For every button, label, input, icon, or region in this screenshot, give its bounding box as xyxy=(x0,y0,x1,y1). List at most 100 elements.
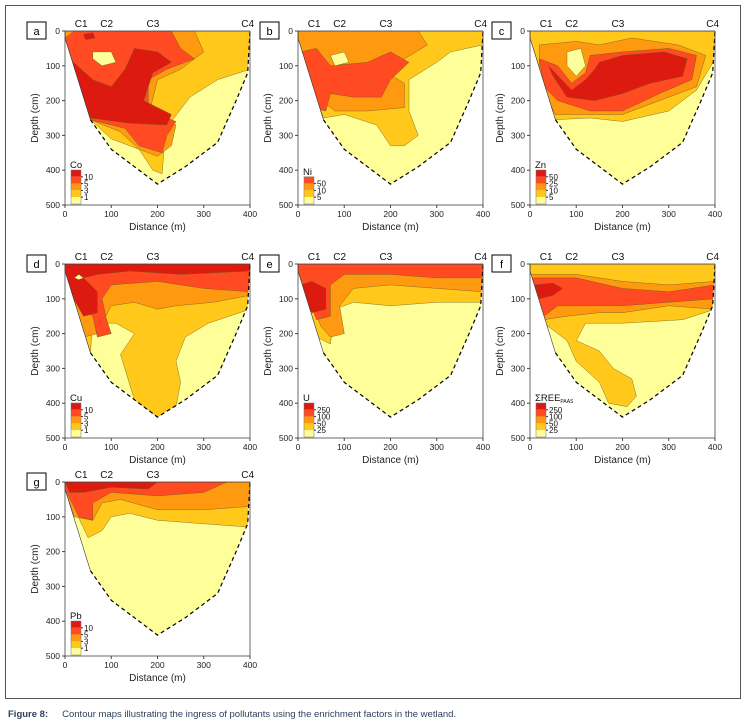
x-tick-label: 400 xyxy=(243,442,257,452)
legend-title-main: Ni xyxy=(303,167,312,178)
legend-level-label: 250 xyxy=(549,406,563,415)
x-axis-label: Distance (m) xyxy=(129,455,186,466)
legend-level-label: 10 xyxy=(84,173,93,182)
x-tick-label: 400 xyxy=(708,442,722,452)
legend-title: Co xyxy=(70,160,82,171)
x-tick-label: 100 xyxy=(337,442,351,452)
panel-label: d xyxy=(33,259,39,271)
legend-title: Zn xyxy=(535,160,546,171)
contour-region xyxy=(566,48,586,77)
legend-swatch xyxy=(304,416,314,424)
y-tick-label: 100 xyxy=(279,61,293,71)
x-tick-label: 200 xyxy=(383,442,397,452)
station-label-C2: C2 xyxy=(333,19,346,30)
legend-swatch xyxy=(536,176,546,184)
y-tick-label: 300 xyxy=(46,581,60,591)
contour-region xyxy=(330,51,350,67)
x-tick-label: 200 xyxy=(150,660,164,670)
legend-swatch xyxy=(71,641,81,649)
station-label-C1: C1 xyxy=(308,19,321,30)
y-axis-label: Depth (cm) xyxy=(495,326,506,375)
y-tick-label: 0 xyxy=(55,26,60,36)
legend-level-label: 3 xyxy=(84,186,89,195)
legend-swatch xyxy=(536,430,546,437)
y-axis-label: Depth (cm) xyxy=(30,544,41,593)
station-label-C1: C1 xyxy=(308,252,321,263)
legend-title: ΣREEPAAS xyxy=(535,393,574,405)
contour-region xyxy=(548,51,688,101)
legend-swatch xyxy=(304,183,314,191)
x-tick-label: 0 xyxy=(63,209,68,219)
x-axis-label: Distance (m) xyxy=(362,455,419,466)
station-label-C1: C1 xyxy=(75,470,88,481)
legend-swatch xyxy=(536,197,546,204)
panel-label: e xyxy=(266,259,272,271)
legend-title-main: Co xyxy=(70,160,82,171)
y-tick-label: 300 xyxy=(279,363,293,373)
station-label-C3: C3 xyxy=(146,19,159,30)
legend-swatch xyxy=(304,197,314,204)
panel-label: a xyxy=(33,26,40,38)
x-tick-label: 400 xyxy=(708,209,722,219)
legend-swatch xyxy=(536,416,546,424)
panel-e: e C1 C2 C3 C4 0 100 200 300 400 500 0 100 200 300 400 Di… xyxy=(253,248,493,473)
station-label-C3: C3 xyxy=(146,470,159,481)
legend-bar-frame xyxy=(70,169,82,205)
station-label-C3: C3 xyxy=(611,19,624,30)
station-label-C2: C2 xyxy=(565,19,578,30)
y-axis-label: Depth (cm) xyxy=(263,93,274,142)
contour-region xyxy=(65,264,250,317)
legend-level-label: 100 xyxy=(549,413,563,422)
legend-level-label: 50 xyxy=(549,419,558,428)
legend-level-label: 50 xyxy=(549,173,558,182)
x-tick-label: 100 xyxy=(104,660,118,670)
legend-level-label: 10 xyxy=(84,406,93,415)
dashed-boundary xyxy=(554,263,716,418)
figure-frame xyxy=(5,5,741,699)
legend-swatch xyxy=(536,183,546,191)
contour-region xyxy=(73,274,84,280)
x-axis-label: Distance (m) xyxy=(129,673,186,684)
y-tick-label: 200 xyxy=(279,96,293,106)
x-tick-label: 0 xyxy=(63,442,68,452)
dashed-boundary xyxy=(89,30,251,185)
legend-swatch xyxy=(536,423,546,431)
legend-swatch xyxy=(304,409,314,417)
legend-level-label: 50 xyxy=(317,180,326,189)
panel-f: f C1 C2 C3 C4 0 100 200 300 400 500 0 100 200 300 400 Di… xyxy=(485,248,725,473)
y-tick-label: 300 xyxy=(511,130,525,140)
y-tick-label: 400 xyxy=(511,398,525,408)
panel-label: b xyxy=(266,26,272,38)
legend-title-main: U xyxy=(303,393,310,404)
station-label-C2: C2 xyxy=(100,19,113,30)
y-tick-label: 400 xyxy=(511,165,525,175)
y-tick-label: 500 xyxy=(279,200,293,210)
legend-swatch xyxy=(71,183,81,191)
y-tick-label: 200 xyxy=(279,329,293,339)
y-tick-label: 100 xyxy=(46,294,60,304)
panel-label-box xyxy=(491,21,512,40)
legend-swatch xyxy=(536,190,546,198)
x-tick-label: 300 xyxy=(430,209,444,219)
legend-level-label: 1 xyxy=(84,426,89,435)
legend-level-label: 3 xyxy=(84,637,89,646)
panel-label-box xyxy=(259,254,280,273)
x-axis-label: Distance (m) xyxy=(594,222,651,233)
contour-region xyxy=(92,51,117,67)
legend-title: Ni xyxy=(303,167,312,178)
legend-level-label: 10 xyxy=(84,624,93,633)
x-tick-label: 200 xyxy=(615,442,629,452)
y-tick-label: 500 xyxy=(46,200,60,210)
panel-label-box xyxy=(26,21,47,40)
legend-title-main: ΣREE xyxy=(535,393,560,404)
x-tick-label: 0 xyxy=(296,442,301,452)
dashed-boundary xyxy=(322,263,484,418)
legend-swatch xyxy=(71,430,81,437)
y-tick-label: 100 xyxy=(46,61,60,71)
legend-level-label: 50 xyxy=(317,419,326,428)
y-tick-label: 100 xyxy=(511,61,525,71)
station-label-C2: C2 xyxy=(100,252,113,263)
y-tick-label: 300 xyxy=(511,363,525,373)
